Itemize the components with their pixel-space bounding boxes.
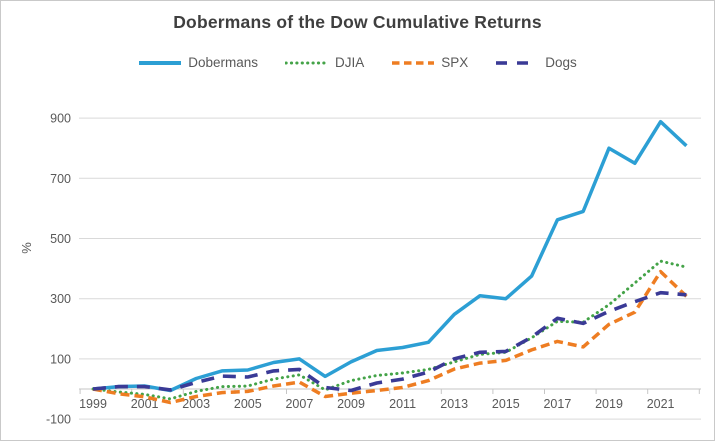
x-tick-label: 2007 [285,397,313,411]
x-tick-label: 2003 [182,397,210,411]
series-line-spx [92,269,688,405]
x-tick-label: 2019 [595,397,623,411]
y-tick-label: 100 [50,352,71,366]
y-tick-label: -100 [46,413,71,427]
series-line-dogs [92,290,687,393]
djia-line-swatch [284,61,329,64]
x-tick-label: 2015 [492,397,520,411]
y-tick-label: 900 [50,112,71,126]
legend-label: Dogs [545,55,577,70]
legend-item-dogs: Dogs [495,55,577,70]
x-tick-label: 2011 [389,397,416,411]
x-tick-label: 1999 [79,397,107,411]
y-axis-title: % [19,242,34,254]
x-tick-label: 2013 [440,397,468,411]
legend-label: DJIA [334,55,365,70]
x-tick-label: 2017 [543,397,571,411]
y-tick-label: 700 [50,172,71,186]
legend-label: Dobermans [188,55,258,70]
y-tick-label: 300 [50,292,71,306]
y-tick-label: 500 [50,232,71,246]
legend-item-dobermans: Dobermans [138,55,258,70]
series-line-dobermans [92,119,688,393]
dogs-line-swatch [496,60,539,65]
x-tick-label: 2005 [234,397,262,411]
legend-label: SPX [441,55,469,70]
x-tick-label: 2001 [131,397,159,411]
spx-line-swatch [392,60,435,65]
x-tick-label: 2021 [647,397,675,411]
x-tick-label: 2009 [337,397,365,411]
series-line-djia [91,259,688,401]
chart-title: Dobermans of the Dow Cumulative Returns [173,12,542,32]
legend: Dobermans DJIA SPX Dogs [1,55,714,70]
dobermans-line-swatch [139,60,182,65]
legend-item-djia: DJIA [284,55,365,70]
legend-item-spx: SPX [391,55,468,70]
